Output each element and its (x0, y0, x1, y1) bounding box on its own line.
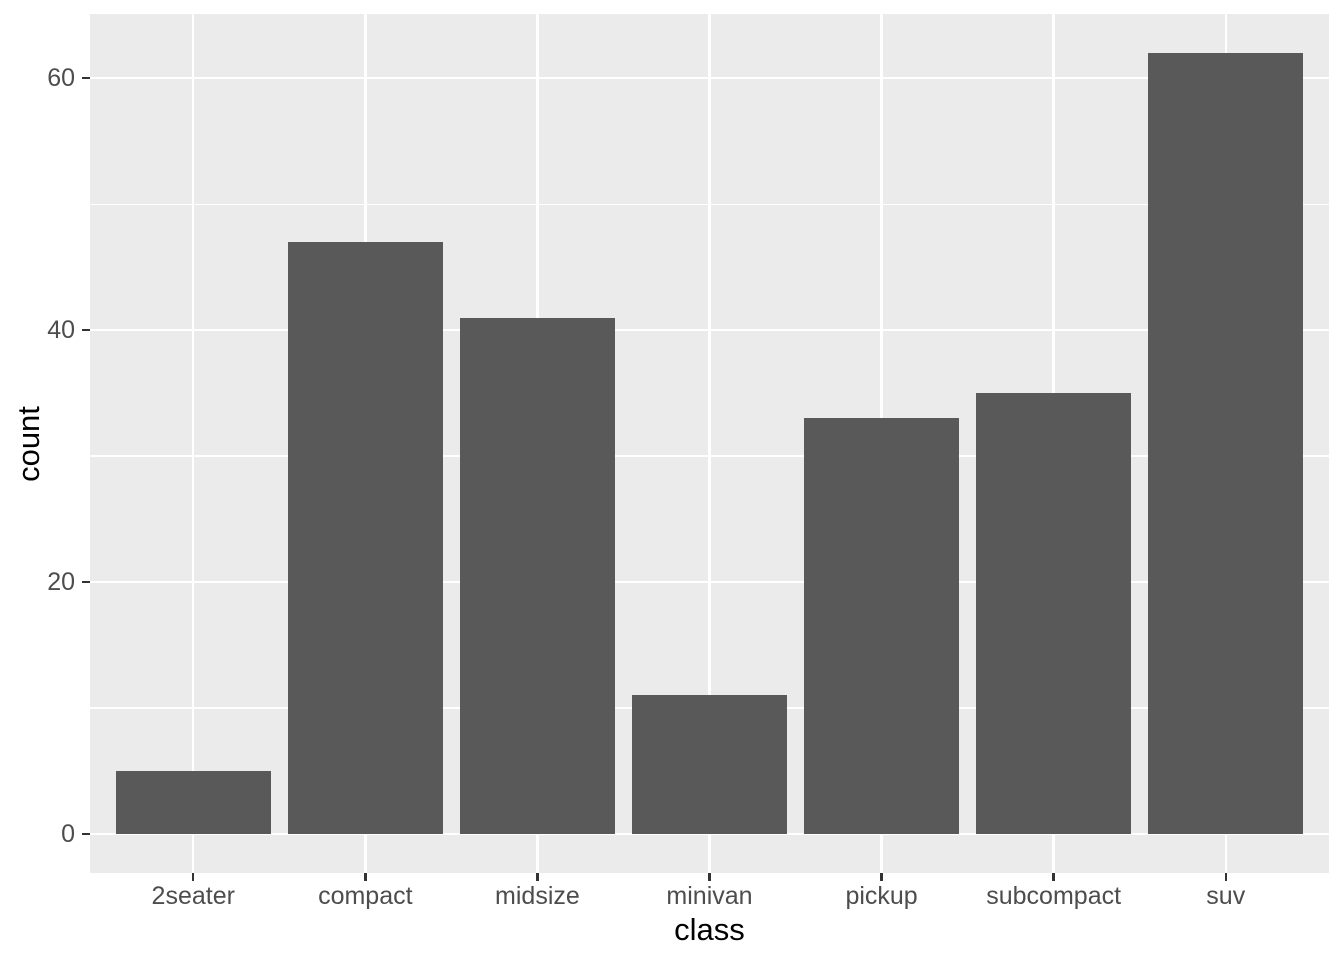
x-tick-mark (1224, 873, 1227, 881)
gridline-x-major (708, 14, 711, 873)
y-tick-mark (82, 580, 90, 584)
x-tick-mark (364, 873, 367, 881)
y-tick-mark (82, 77, 90, 80)
bar-suv (1148, 53, 1304, 834)
x-tick-label: 2seater (151, 882, 235, 910)
y-tick-mark (82, 328, 90, 332)
x-tick-mark (536, 873, 539, 881)
bar-midsize (459, 317, 615, 834)
x-tick-label: suv (1206, 882, 1246, 910)
gridline-x-major (192, 14, 195, 873)
x-tick-mark (880, 873, 883, 881)
bar-compact (287, 241, 443, 834)
x-axis-title: class (674, 912, 745, 947)
x-tick-mark (1052, 873, 1055, 881)
bar-minivan (632, 695, 787, 834)
y-tick-label: 60 (47, 64, 75, 93)
x-tick-mark (708, 873, 711, 881)
x-tick-label: compact (318, 882, 413, 910)
x-tick-label: midsize (495, 882, 580, 910)
bar-2seater (115, 770, 271, 834)
y-tick-label: 40 (47, 316, 75, 345)
x-tick-label: minivan (666, 882, 753, 910)
bar-pickup (804, 418, 960, 834)
y-tick-label: 0 (61, 819, 75, 848)
y-tick-label: 20 (47, 568, 75, 597)
y-axis-title: count (11, 406, 46, 482)
x-tick-label: pickup (845, 882, 918, 910)
x-tick-label: subcompact (986, 882, 1122, 910)
bar-subcompact (976, 393, 1132, 834)
y-tick-mark (82, 832, 90, 836)
x-tick-mark (192, 873, 195, 881)
